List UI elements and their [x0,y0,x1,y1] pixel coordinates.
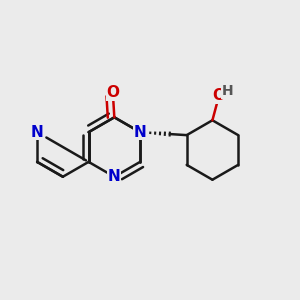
Text: O: O [212,88,226,104]
Text: O: O [106,85,119,100]
Text: H: H [222,84,234,98]
Text: N: N [134,125,146,140]
Text: N: N [31,125,44,140]
Text: N: N [108,169,121,184]
